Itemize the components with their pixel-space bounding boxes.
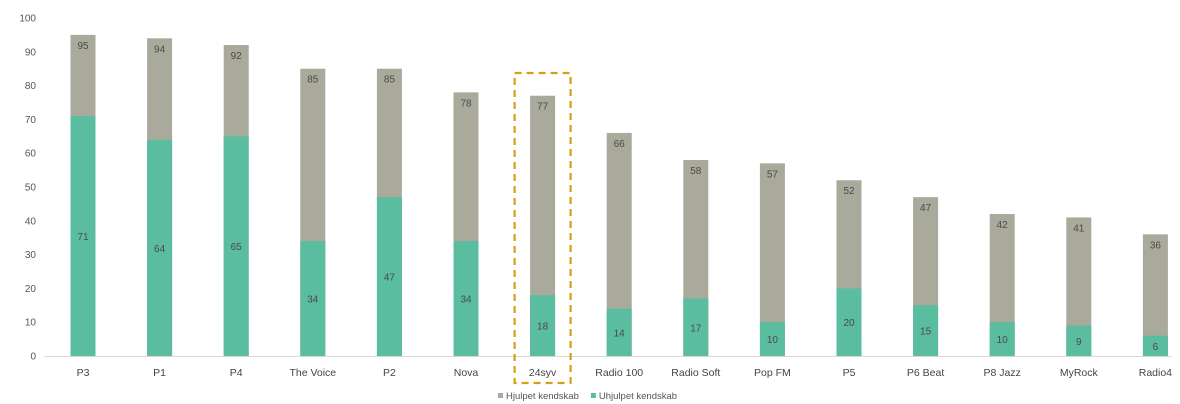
data-label-hjulpet: 77 — [537, 102, 549, 113]
x-tick-label: Radio Soft — [671, 367, 720, 379]
data-label-hjulpet: 92 — [231, 51, 243, 62]
x-tick-label: P6 Beat — [907, 367, 944, 379]
data-label-uhjulpet: 10 — [997, 335, 1009, 346]
data-label-uhjulpet: 6 — [1153, 342, 1159, 353]
bar-uhjulpet — [836, 288, 862, 356]
bars — [70, 34, 1168, 357]
y-tick-label: 10 — [25, 318, 37, 329]
bar-uhjulpet — [300, 241, 326, 356]
data-label-hjulpet: 52 — [843, 186, 855, 197]
data-label-hjulpet: 66 — [614, 139, 626, 150]
y-tick-label: 100 — [19, 14, 36, 25]
x-tick-label: The Voice — [289, 367, 336, 379]
data-label-hjulpet: 42 — [997, 220, 1009, 231]
bar-uhjulpet — [683, 298, 709, 356]
x-tick-label: MyRock — [1060, 367, 1099, 379]
bar-uhjulpet — [913, 305, 939, 356]
data-label-uhjulpet: 10 — [767, 335, 779, 346]
bar-uhjulpet — [989, 322, 1015, 356]
bar-uhjulpet — [1066, 325, 1092, 356]
highlight-dashed-box — [513, 71, 572, 385]
x-tick-label: P5 — [843, 367, 856, 379]
data-label-hjulpet: 47 — [920, 203, 932, 214]
data-label-hjulpet: 58 — [690, 166, 702, 177]
highlight-box — [513, 71, 572, 385]
legend: Hjulpet kendskab Uhjulpet kendskab — [498, 391, 677, 402]
y-tick-label: 20 — [25, 284, 37, 295]
x-tick-label: P2 — [383, 367, 396, 379]
data-label-hjulpet: 57 — [767, 169, 779, 180]
bar-uhjulpet — [376, 197, 402, 356]
data-label-hjulpet: 85 — [307, 75, 319, 86]
y-tick-label: 50 — [25, 183, 37, 194]
y-tick-label: 40 — [25, 216, 37, 227]
x-tick-label: 24syv — [529, 367, 557, 379]
y-tick-label: 90 — [25, 47, 37, 58]
data-label-uhjulpet: 14 — [614, 328, 626, 339]
y-tick-label: 60 — [25, 149, 37, 160]
data-label-uhjulpet: 71 — [77, 232, 89, 243]
data-label-uhjulpet: 47 — [384, 273, 396, 284]
data-label-uhjulpet: 34 — [460, 295, 472, 306]
data-label-uhjulpet: 17 — [690, 323, 702, 334]
data-label-hjulpet: 41 — [1073, 223, 1085, 234]
x-tick-label: P4 — [230, 367, 243, 379]
data-label-uhjulpet: 64 — [154, 244, 166, 255]
x-tick-label: P1 — [153, 367, 166, 379]
legend-label: Uhjulpet kendskab — [599, 391, 677, 402]
x-tick-label: Pop FM — [754, 367, 791, 379]
data-label-hjulpet: 94 — [154, 44, 166, 55]
y-tick-label: 70 — [25, 115, 37, 126]
x-tick-label: Radio 100 — [595, 367, 643, 379]
x-tick-label: Radio4 — [1139, 367, 1172, 379]
bar-uhjulpet — [1142, 335, 1168, 356]
bar-uhjulpet — [453, 241, 479, 356]
y-tick-label: 80 — [25, 81, 37, 92]
data-label-uhjulpet: 15 — [920, 327, 932, 338]
bar-uhjulpet — [530, 295, 556, 356]
y-tick-label: 30 — [25, 250, 37, 261]
bar-uhjulpet — [223, 136, 249, 356]
data-label-hjulpet: 36 — [1150, 240, 1162, 251]
bar-uhjulpet — [147, 139, 173, 356]
data-label-uhjulpet: 34 — [307, 295, 319, 306]
data-label-hjulpet: 78 — [460, 98, 472, 109]
data-label-uhjulpet: 20 — [843, 318, 855, 329]
legend-swatch — [590, 393, 596, 398]
bar-uhjulpet — [759, 322, 785, 356]
legend-swatch — [498, 393, 503, 398]
x-axis: P3 P1 P4 The Voice P2 Nova 24syv Radio 100 Radio… — [44, 356, 1172, 379]
y-axis: 0 10 20 30 40 50 60 70 80 90 100 — [19, 14, 36, 363]
data-labels: 95 71 94 64 92 65 85 34 85 47 78 34 77 18 66 14 58 17 57 10… — [77, 41, 1161, 353]
x-tick-label: Nova — [454, 367, 479, 379]
data-label-hjulpet: 95 — [77, 41, 89, 52]
data-label-uhjulpet: 9 — [1076, 337, 1082, 348]
x-tick-label: P3 — [77, 367, 90, 379]
data-label-uhjulpet: 18 — [537, 322, 549, 333]
x-tick-label: P8 Jazz — [984, 367, 1021, 379]
bar-uhjulpet — [70, 116, 96, 357]
legend-label: Hjulpet kendskab — [506, 391, 579, 402]
y-tick-label: 0 — [30, 352, 36, 363]
data-label-uhjulpet: 65 — [231, 242, 243, 253]
bar-uhjulpet — [606, 308, 632, 356]
data-label-hjulpet: 85 — [384, 75, 396, 86]
